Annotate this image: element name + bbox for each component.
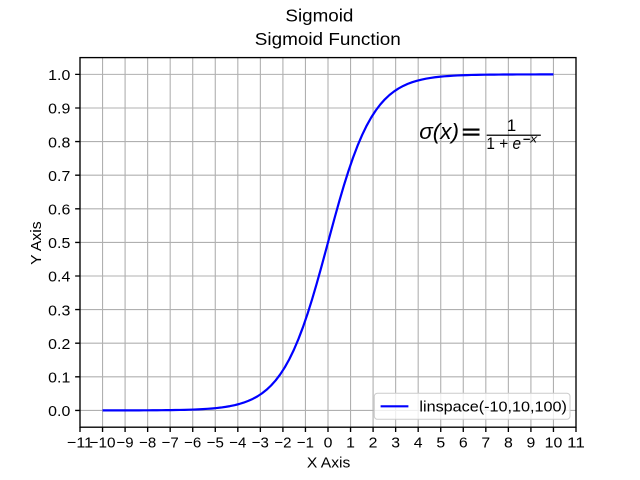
svg-text:−11: −11: [67, 435, 93, 452]
svg-text:σ(x): σ(x): [419, 119, 459, 144]
svg-text:−9: −9: [117, 435, 134, 452]
svg-text:0.1: 0.1: [48, 370, 70, 387]
svg-text:0.7: 0.7: [48, 168, 70, 185]
svg-text:0.3: 0.3: [48, 302, 70, 319]
svg-text:x: x: [529, 133, 538, 145]
svg-text:−2: −2: [274, 435, 291, 452]
svg-text:6: 6: [459, 435, 468, 452]
svg-text:4: 4: [414, 435, 423, 452]
svg-text:5: 5: [436, 435, 445, 452]
svg-text:Sigmoid Function: Sigmoid Function: [255, 29, 401, 49]
svg-text:9: 9: [527, 435, 536, 452]
svg-text:0.0: 0.0: [48, 403, 70, 420]
svg-text:−7: −7: [162, 435, 179, 452]
svg-text:−8: −8: [139, 435, 156, 452]
svg-text:11: 11: [567, 435, 585, 452]
svg-text:Y Axis: Y Axis: [29, 221, 45, 265]
svg-text:0.5: 0.5: [48, 235, 70, 252]
svg-text:1: 1: [346, 435, 355, 452]
svg-text:7: 7: [481, 435, 490, 452]
svg-text:2: 2: [369, 435, 378, 452]
svg-text:10: 10: [545, 435, 563, 452]
svg-text:Sigmoid: Sigmoid: [285, 6, 353, 26]
svg-text:3: 3: [391, 435, 400, 452]
svg-text:0.6: 0.6: [48, 202, 70, 219]
svg-text:−10: −10: [90, 435, 116, 452]
svg-text:0.2: 0.2: [48, 336, 70, 353]
svg-text:−1: −1: [297, 435, 314, 452]
svg-text:1 + e: 1 + e: [486, 134, 521, 153]
svg-text:−5: −5: [207, 435, 224, 452]
svg-text:0.8: 0.8: [48, 134, 70, 151]
svg-text:8: 8: [504, 435, 513, 452]
svg-text:1: 1: [507, 116, 516, 135]
svg-text:linspace(-10,10,100): linspace(-10,10,100): [419, 398, 567, 415]
svg-text:0.9: 0.9: [48, 101, 70, 118]
svg-text:X Axis: X Axis: [307, 455, 351, 471]
svg-text:−4: −4: [229, 435, 246, 452]
svg-text:0: 0: [324, 435, 333, 452]
svg-text:0.4: 0.4: [48, 269, 70, 286]
svg-text:−3: −3: [252, 435, 269, 452]
svg-text:1.0: 1.0: [48, 67, 70, 84]
svg-text:−6: −6: [184, 435, 201, 452]
